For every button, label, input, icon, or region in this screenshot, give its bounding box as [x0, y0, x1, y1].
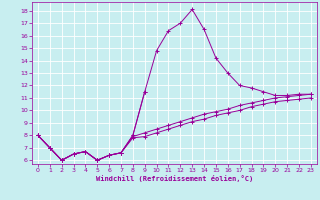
X-axis label: Windchill (Refroidissement éolien,°C): Windchill (Refroidissement éolien,°C): [96, 175, 253, 182]
